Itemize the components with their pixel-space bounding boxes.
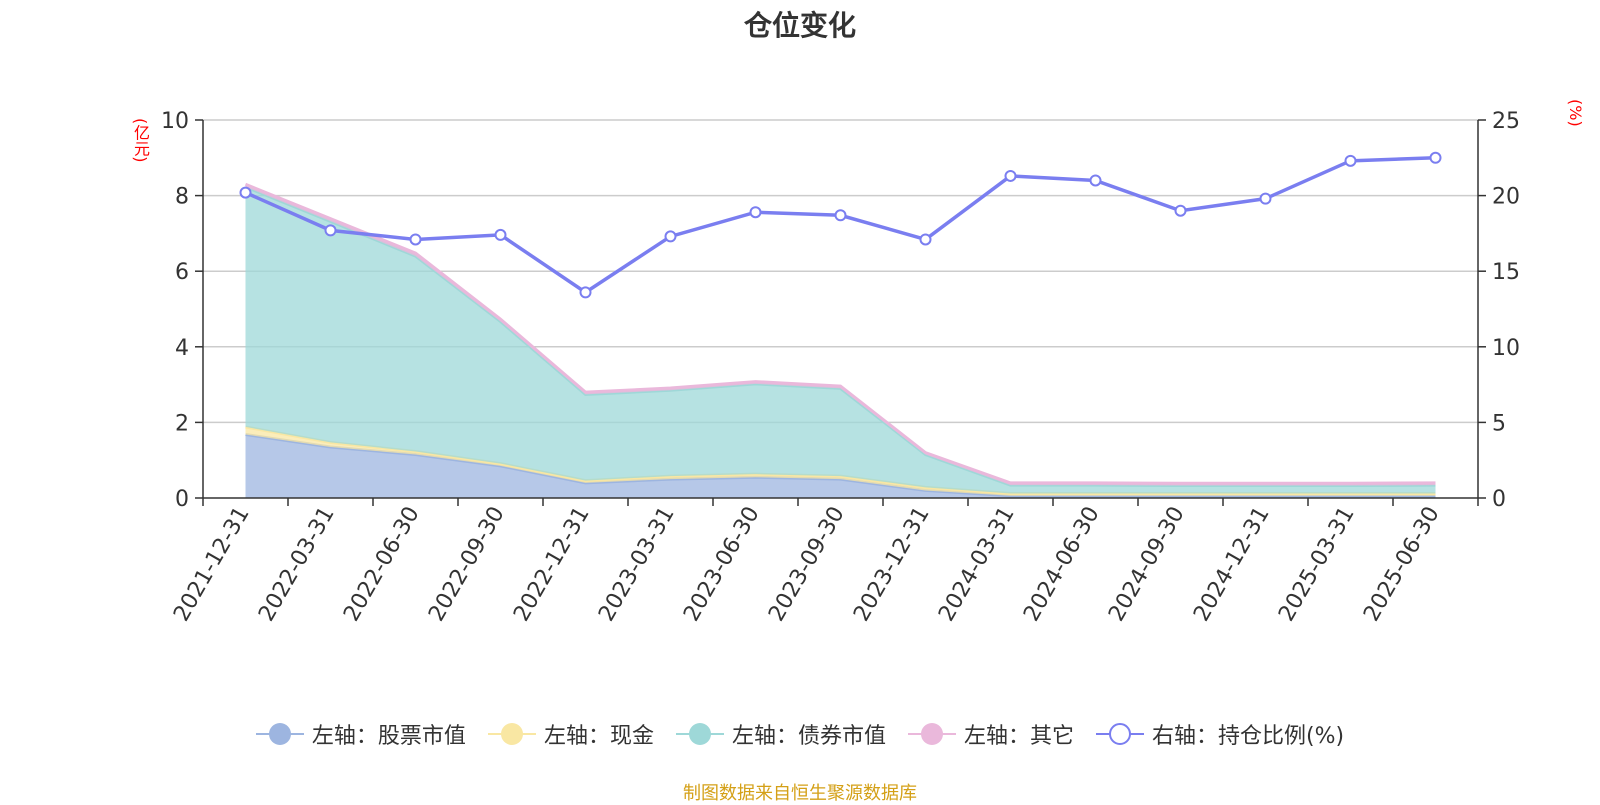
legend-ratio-icon [1095,722,1144,746]
legend-stock-icon [255,722,304,746]
left-axis-tick-label: 0 [175,487,189,512]
legend-label: 左轴：债券市值 [731,724,886,749]
legend-cash-icon [487,722,536,746]
right-axis-tick-label: 10 [1492,336,1520,361]
ratio-point [1174,204,1187,217]
left-axis-tick-label: 6 [175,260,189,285]
legend-label: 左轴：其它 [963,724,1074,749]
x-axis-tick-label: 2022-12-31 [509,503,595,626]
x-axis-tick-label: 2024-03-31 [934,503,1020,626]
left-axis-unit-label: (亿元) [131,118,150,163]
x-axis-tick-label: 2024-12-31 [1189,503,1275,626]
ratio-point [1089,174,1102,187]
x-axis-tick-label: 2023-09-30 [764,503,850,626]
ratio-point [1429,151,1442,164]
ratio-point [494,228,507,241]
right-axis-tick-label: 0 [1492,487,1506,512]
ratio-point [579,286,592,299]
legend: 左轴：股票市值 左轴：现金 左轴：债券市值 左轴：其它 右轴：持仓比例(%) [0,718,1600,750]
legend-item-ratio[interactable]: 右轴：持仓比例(%) [1095,718,1345,750]
right-axis-tick-label: 5 [1492,411,1506,436]
right-axis-tick-label: 15 [1492,260,1520,285]
legend-label: 左轴：股票市值 [311,724,466,749]
x-axis-tick-label: 2025-03-31 [1274,503,1360,626]
legend-label: 右轴：持仓比例(%) [1151,724,1345,749]
ratio-point [1344,154,1357,167]
ratio-point [1259,192,1272,205]
ratio-line-series [239,151,1442,299]
legend-bond-icon [675,722,724,746]
right-axis-tick-label: 20 [1492,185,1520,210]
ratio-point [239,186,252,199]
left-axis-tick-label: 2 [175,411,189,436]
x-axis-tick-label: 2023-06-30 [679,503,765,626]
stacked-areas [244,182,1436,498]
x-axis-tick-label: 2022-09-30 [424,503,510,626]
ratio-point [834,209,847,222]
left-axis-tick-label: 4 [175,336,189,361]
left-axis-tick-label: 8 [175,185,189,210]
ratio-point [919,233,932,246]
x-axis-tick-label: 2023-12-31 [849,503,935,626]
legend-label: 左轴：现金 [543,724,654,749]
area-series-0 [245,434,1436,498]
x-axis-tick-label: 2023-03-31 [594,503,680,626]
legend-item-other[interactable]: 左轴：其它 [907,718,1074,750]
ratio-point [664,230,677,243]
x-axis-tick-label: 2024-09-30 [1104,503,1190,626]
right-axis-unit-label: (%) [1566,99,1585,127]
left-axis-tick-label: 10 [161,109,189,134]
ratio-point [749,206,762,219]
legend-item-stock[interactable]: 左轴：股票市值 [255,718,466,750]
area-series-2 [245,186,1436,494]
data-source-note: 制图数据来自恒生聚源数据库 [683,783,917,804]
ratio-point [1004,169,1017,182]
x-axis-tick-label: 2022-03-31 [254,503,340,626]
legend-item-bond[interactable]: 左轴：债券市值 [675,718,886,750]
chart-title: 仓位变化 [743,9,856,42]
right-axis-tick-label: 25 [1492,109,1520,134]
area-series-3-line [244,182,1436,485]
ratio-point [409,233,422,246]
x-axis-tick-label: 2024-06-30 [1019,503,1105,626]
legend-other-icon [907,722,956,746]
x-axis-tick-label: 2021-12-31 [169,503,255,626]
x-axis-tick-label: 2025-06-30 [1359,503,1445,626]
legend-item-cash[interactable]: 左轴：现金 [487,718,654,750]
x-axis-tick-label: 2022-06-30 [339,503,425,626]
ratio-point [324,224,337,237]
